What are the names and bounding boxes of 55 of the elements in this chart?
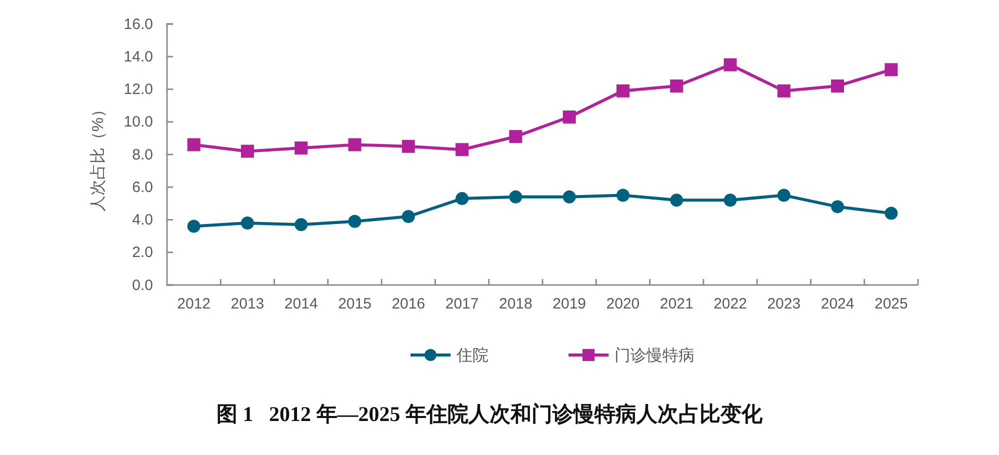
- point: [884, 206, 898, 220]
- y-tick-label: 10.0: [124, 114, 153, 131]
- point: [831, 200, 844, 214]
- point: [724, 58, 737, 72]
- x-tick-label: 2013: [230, 296, 264, 313]
- x-tick-label: 2017: [445, 296, 479, 313]
- legend-label: 住院: [456, 346, 488, 365]
- x-tick-label: 2023: [767, 296, 801, 313]
- x-tick-label: 2025: [874, 296, 908, 313]
- point: [240, 216, 254, 230]
- point: [777, 84, 790, 98]
- x-tick-label: 2020: [606, 296, 640, 313]
- y-tick-label: 6.0: [132, 178, 153, 196]
- point: [616, 188, 630, 202]
- point: [240, 144, 254, 158]
- x-tick-label: 2015: [338, 296, 372, 313]
- point: [456, 143, 469, 156]
- y-tick-label: 14.0: [124, 48, 153, 66]
- point: [670, 194, 684, 207]
- point: [724, 194, 737, 207]
- point: [294, 218, 308, 232]
- point: [402, 210, 415, 223]
- point: [509, 190, 522, 204]
- legend-label: 门诊慢特病: [614, 346, 694, 365]
- point: [777, 188, 790, 202]
- point: [294, 141, 308, 154]
- point: [562, 190, 576, 204]
- point: [670, 79, 684, 92]
- point: [348, 138, 362, 152]
- x-tick-label: 2014: [284, 296, 318, 313]
- point: [884, 63, 898, 76]
- y-tick-label: 2.0: [132, 244, 153, 262]
- point: [187, 138, 200, 152]
- point: [616, 84, 630, 98]
- y-tick-label: 16.0: [124, 16, 153, 33]
- point: [402, 140, 415, 153]
- point: [348, 214, 362, 228]
- y-tick-label: 8.0: [132, 146, 153, 164]
- x-tick-label: 2016: [392, 296, 426, 313]
- point: [831, 79, 844, 92]
- x-tick-label: 2021: [660, 296, 694, 313]
- x-tick-label: 2019: [552, 296, 586, 313]
- y-axis-title: 人次占比（%）: [89, 101, 107, 212]
- point: [456, 192, 469, 206]
- text: 图 1 2012 年—2025 年住院人次和门诊慢特病人次占比变化: [216, 402, 764, 426]
- x-tick-label: 2012: [177, 296, 211, 313]
- y-tick-label: 0.0: [132, 276, 153, 294]
- y-tick-label: 12.0: [124, 81, 153, 98]
- point: [509, 130, 522, 144]
- x-tick-label: 2018: [498, 296, 532, 313]
- point: [187, 220, 200, 233]
- x-tick-label: 2024: [820, 296, 854, 313]
- x-tick-label: 2022: [714, 296, 747, 313]
- y-tick-label: 4.0: [132, 212, 153, 229]
- point: [562, 110, 576, 124]
